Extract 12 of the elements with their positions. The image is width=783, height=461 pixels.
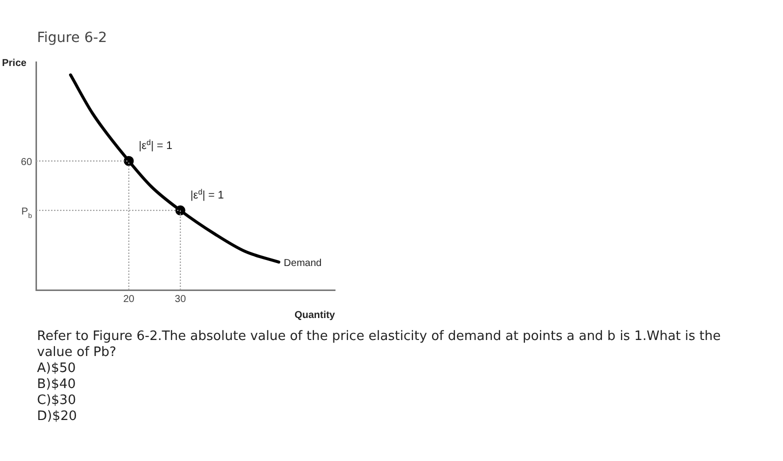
x-tick-label: 20 bbox=[123, 294, 135, 305]
text: D)$20 bbox=[37, 409, 78, 425]
text: B)$40 bbox=[37, 377, 77, 393]
chart-title: Figure 6-2 bbox=[37, 30, 108, 46]
text: A)$50 bbox=[37, 361, 77, 377]
text: C)$30 bbox=[37, 393, 77, 409]
x-axis-title: Quantity bbox=[294, 310, 336, 321]
series-label: Demand bbox=[284, 258, 322, 270]
text: Refer to Figure 6-2.The absolute value of the price elasticity of demand at points a and b is 1.What is the value of Pb? bbox=[37, 329, 722, 361]
ref-line-label: 60 bbox=[20, 156, 32, 168]
x-tick-label: 30 bbox=[174, 294, 186, 305]
y-axis-title: Price bbox=[2, 58, 27, 69]
